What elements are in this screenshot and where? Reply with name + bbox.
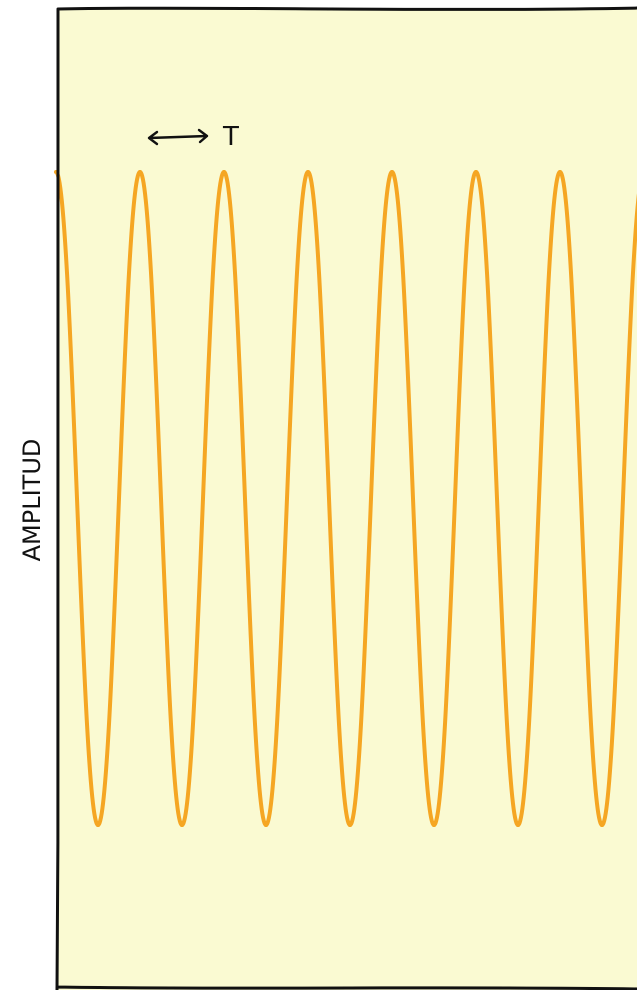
plot-background (58, 8, 637, 990)
data-point-trough (432, 823, 436, 827)
data-point-trough (348, 823, 352, 827)
series-group (54, 170, 637, 827)
data-point-trough (96, 823, 100, 827)
plot-frame (55, 6, 637, 990)
data-point-peak (390, 170, 394, 174)
data-point-trough (600, 823, 604, 827)
data-point-peak (558, 170, 562, 174)
data-point-peak (222, 170, 226, 174)
data-point-peak (306, 170, 310, 174)
data-point-peak (474, 170, 478, 174)
series-line (54, 170, 637, 827)
period-arrow (147, 128, 209, 146)
period-label: T (222, 122, 239, 152)
data-point-peak (138, 170, 142, 174)
data-point-trough (180, 823, 184, 827)
data-point-trough (264, 823, 268, 827)
y-axis-label: AMPLITUD (18, 439, 46, 562)
data-point-trough (516, 823, 520, 827)
annotation-group: T (147, 122, 239, 152)
